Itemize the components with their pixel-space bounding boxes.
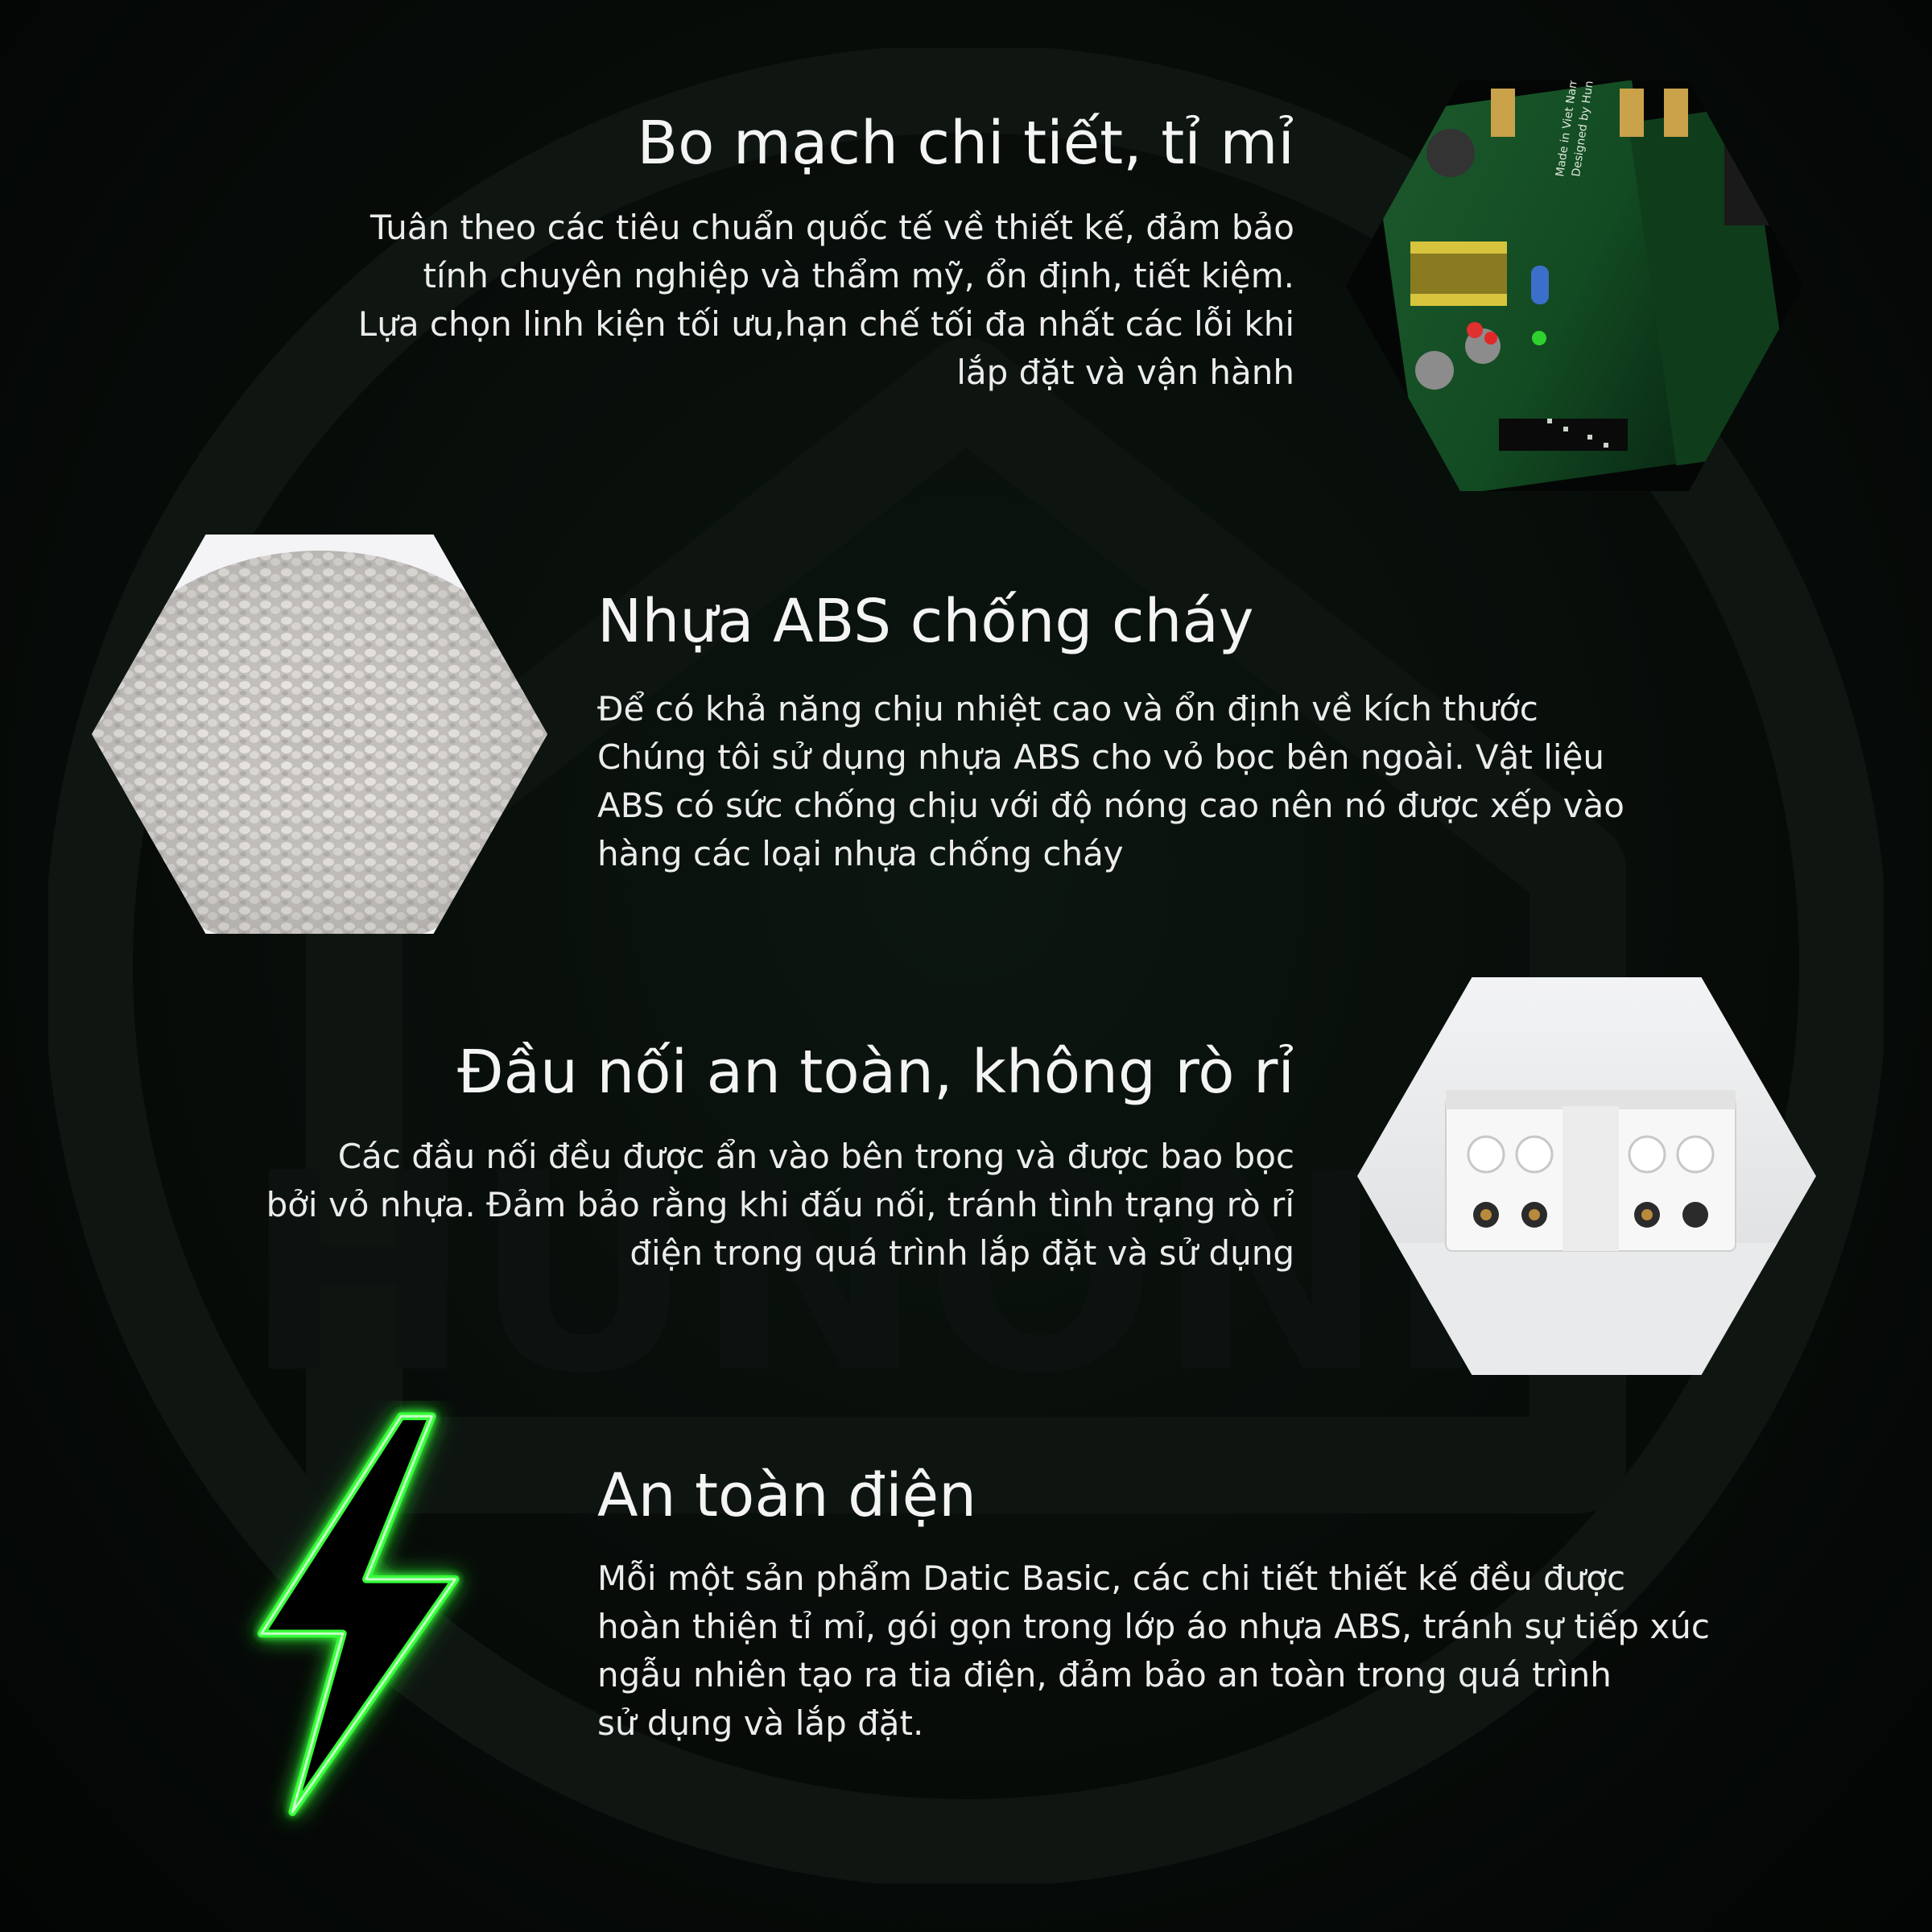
description-line: Để có khả năng chịu nhiệt cao và ổn định… xyxy=(597,689,1538,729)
feature-description: Các đầu nối đều được ẩn vào bên trong và… xyxy=(266,1133,1294,1278)
description-line: tính chuyên nghiệp và thẩm mỹ, ổn định, … xyxy=(423,256,1294,296)
description-line: ABS có sức chống chịu với độ nóng cao nê… xyxy=(597,786,1624,826)
feature-description: Mỗi một sản phẩm Datic Basic, các chi ti… xyxy=(597,1554,1710,1748)
description-line: Các đầu nối đều được ẩn vào bên trong và… xyxy=(337,1137,1294,1177)
description-line: điện trong quá trình lắp đặt và sử dụng xyxy=(630,1233,1294,1274)
description-line: hàng các loại nhựa chống cháy xyxy=(597,834,1124,874)
feature-electrical-safety: An toàn điện Mỗi một sản phẩm Datic Basi… xyxy=(597,1463,1710,1748)
description-line: bởi vỏ nhựa. Đảm bảo rằng khi đấu nối, t… xyxy=(266,1185,1294,1225)
description-line: Mỗi một sản phẩm Datic Basic, các chi ti… xyxy=(597,1558,1626,1599)
description-line: sử dụng và lắp đặt. xyxy=(597,1703,924,1744)
feature-circuit-board: Bo mạch chi tiết, tỉ mỉ Tuân theo các ti… xyxy=(358,109,1294,397)
description-line: hoàn thiện tỉ mỉ, gói gọn trong lớp áo n… xyxy=(597,1607,1710,1647)
description-line: lắp đặt và vận hành xyxy=(956,353,1294,393)
feature-abs-plastic: Nhựa ABS chống cháy Để có khả năng chịu … xyxy=(597,587,1624,878)
feature-title: Bo mạch chi tiết, tỉ mỉ xyxy=(637,109,1294,178)
feature-title: Đầu nối an toàn, không rò rỉ xyxy=(457,1038,1294,1107)
description-line: Lựa chọn linh kiện tối ưu,hạn chế tối đa… xyxy=(357,304,1294,345)
feature-safe-connector: Đầu nối an toàn, không rò rỉ Các đầu nối… xyxy=(266,1038,1294,1278)
feature-title: Nhựa ABS chống cháy xyxy=(597,587,1254,656)
feature-title: An toàn điện xyxy=(597,1461,977,1530)
feature-description: Tuân theo các tiêu chuẩn quốc tế về thiế… xyxy=(358,204,1294,397)
terminal-connector-image xyxy=(1357,977,1816,1375)
feature-description: Để có khả năng chịu nhiệt cao và ổn định… xyxy=(597,685,1624,878)
description-line: Chúng tôi sử dụng nhựa ABS cho vỏ bọc bê… xyxy=(597,737,1604,778)
lightning-bolt-image xyxy=(257,1412,460,1816)
description-line: Tuân theo các tiêu chuẩn quốc tế về thiế… xyxy=(370,208,1294,248)
description-line: ngẫu nhiên tạo ra tia điện, đảm bảo an t… xyxy=(597,1655,1612,1695)
